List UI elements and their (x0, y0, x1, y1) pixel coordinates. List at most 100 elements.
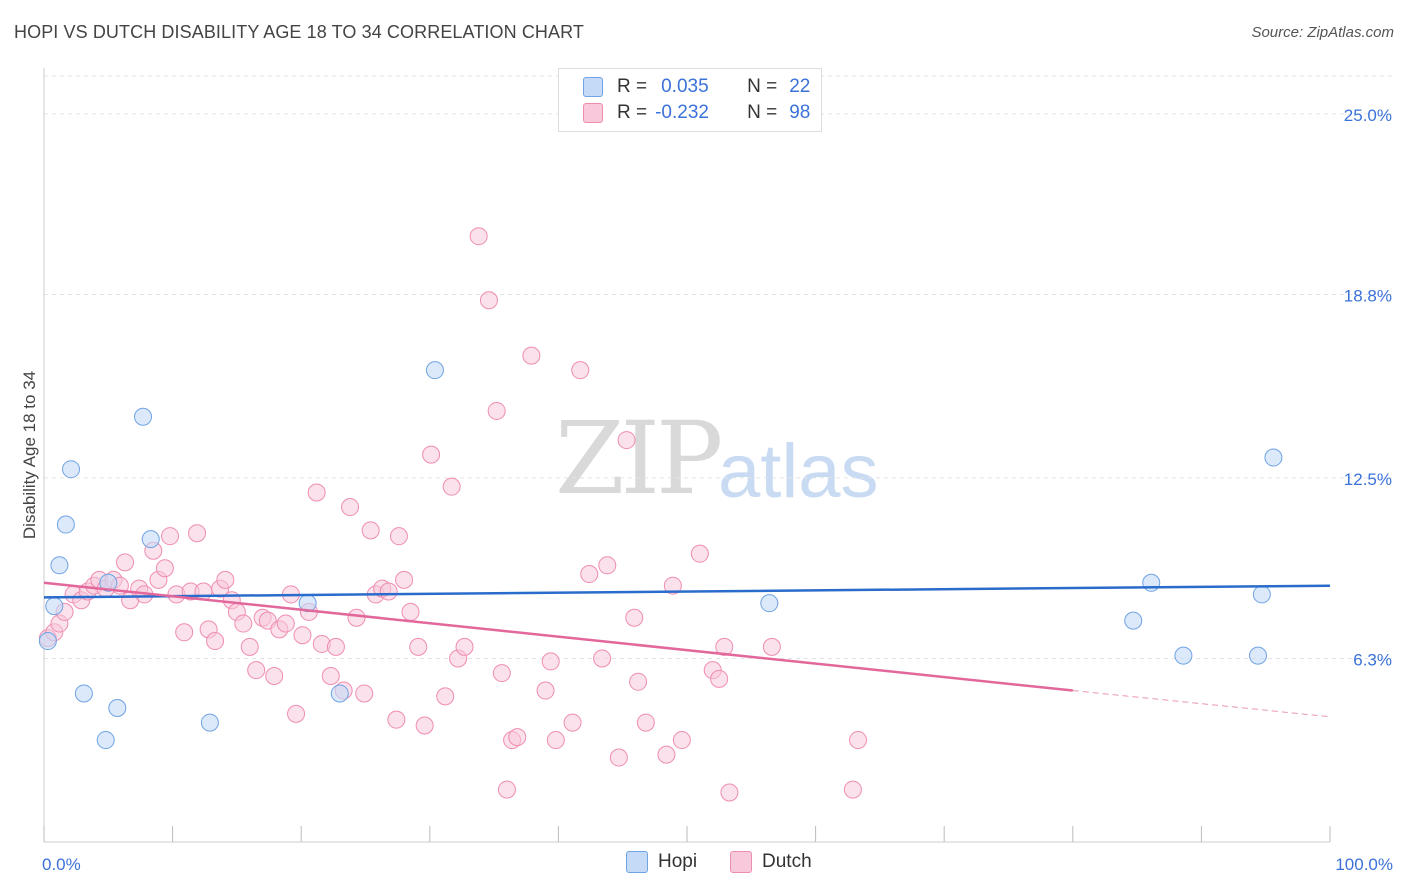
bottom-legend-hopi: Hopi (626, 851, 697, 873)
dutch-point (175, 623, 194, 642)
dutch-point (571, 361, 590, 380)
dutch-point (293, 626, 312, 645)
dutch-point (672, 731, 691, 750)
hopi-r-label: R = (617, 76, 648, 97)
hopi-trend-line (43, 584, 1331, 599)
dutch-point (234, 614, 253, 633)
y-tick-label: 6.3% (1353, 651, 1392, 670)
dutch-point (276, 614, 295, 633)
dutch-point (341, 498, 360, 517)
dutch-points (38, 227, 868, 802)
dutch-point (508, 728, 527, 747)
dutch-point (657, 745, 676, 764)
hopi-r-value: 0.035 (661, 76, 709, 97)
x-tick-label-max: 100.0% (1335, 855, 1393, 874)
dutch-point (536, 681, 555, 700)
trend-lines (43, 581, 1331, 718)
dutch-point (206, 632, 225, 651)
dutch-point (436, 687, 455, 706)
dutch-point (216, 570, 235, 589)
tick-labels: 6.3% 12.5% 18.8% 25.0% 0.0% 100.0% (42, 106, 1393, 874)
hopi-point (425, 361, 444, 380)
bottom-dutch-label: Dutch (762, 851, 812, 872)
dutch-point (629, 672, 648, 691)
dutch-point (155, 559, 174, 578)
dutch-point (497, 780, 516, 799)
legend-row-dutch: R = -0.232 N = 98 (583, 101, 810, 125)
dutch-point (598, 556, 617, 575)
hopi-points (38, 361, 1283, 750)
dutch-point (625, 608, 644, 627)
bottom-hopi-swatch (626, 851, 648, 873)
hopi-point (108, 699, 127, 718)
dutch-point (326, 637, 345, 656)
dutch-point (541, 652, 560, 671)
dutch-point (347, 608, 366, 627)
dutch-point (387, 710, 406, 729)
dutch-point (469, 227, 488, 246)
dutch-trend-extension (1072, 690, 1331, 718)
dutch-point (188, 524, 207, 543)
dutch-point (307, 483, 326, 502)
hopi-n-value: 22 (789, 76, 811, 97)
dutch-point (580, 565, 599, 584)
dutch-point (287, 704, 306, 723)
chart-title: HOPI VS DUTCH DISABILITY AGE 18 TO 34 CO… (14, 22, 584, 42)
dutch-n-value: 98 (789, 102, 811, 123)
hopi-point (74, 684, 93, 703)
dutch-point (843, 780, 862, 799)
dutch-point (389, 527, 408, 546)
hopi-point (1174, 646, 1193, 665)
watermark-atlas: atlas (718, 429, 879, 514)
dutch-point (116, 553, 135, 572)
dutch-point (617, 431, 636, 450)
dutch-r-value: -0.232 (655, 102, 709, 123)
dutch-point (479, 291, 498, 310)
dutch-point (409, 637, 428, 656)
dutch-point (247, 661, 266, 680)
dutch-point (636, 713, 655, 732)
dutch-point (240, 637, 259, 656)
dutch-point (161, 527, 180, 546)
dutch-point (422, 445, 441, 464)
hopi-point (62, 460, 81, 479)
dutch-point (593, 649, 612, 668)
bottom-hopi-label: Hopi (658, 851, 698, 872)
dutch-point (379, 582, 398, 601)
hopi-point (134, 407, 153, 426)
hopi-point (760, 594, 779, 613)
dutch-point (487, 401, 506, 420)
hopi-point (99, 573, 118, 592)
hopi-point (1264, 448, 1283, 467)
dutch-r-label: R = (617, 102, 648, 123)
hopi-n-label: N = (747, 76, 778, 97)
axes (43, 68, 1331, 843)
hopi-point (1248, 646, 1267, 665)
hopi-point (50, 556, 69, 575)
bottom-legend-dutch: Dutch (730, 851, 812, 873)
dutch-point (690, 544, 709, 563)
hopi-point (56, 515, 75, 534)
dutch-point (321, 666, 340, 685)
bottom-dutch-swatch (730, 851, 752, 873)
hopi-point (1252, 585, 1271, 604)
dutch-point (355, 684, 374, 703)
hopi-point (45, 597, 64, 616)
dutch-n-label: N = (747, 102, 778, 123)
dutch-point (710, 669, 729, 688)
watermark-zip: ZIP (555, 400, 723, 517)
dutch-point (563, 713, 582, 732)
dutch-point (194, 582, 213, 601)
dutch-point (492, 664, 511, 683)
dutch-swatch (583, 103, 603, 123)
dutch-point (455, 637, 474, 656)
x-tick-label-min: 0.0% (42, 855, 81, 874)
hopi-point (141, 530, 160, 549)
grid-lines (44, 75, 1395, 660)
correlation-legend: R = 0.035 N = 22 R = -0.232 N = 98 (558, 68, 822, 132)
y-tick-label: 12.5% (1344, 470, 1392, 489)
dutch-trend-line (43, 581, 1073, 692)
hopi-swatch (583, 77, 603, 97)
hopi-point (96, 731, 115, 750)
